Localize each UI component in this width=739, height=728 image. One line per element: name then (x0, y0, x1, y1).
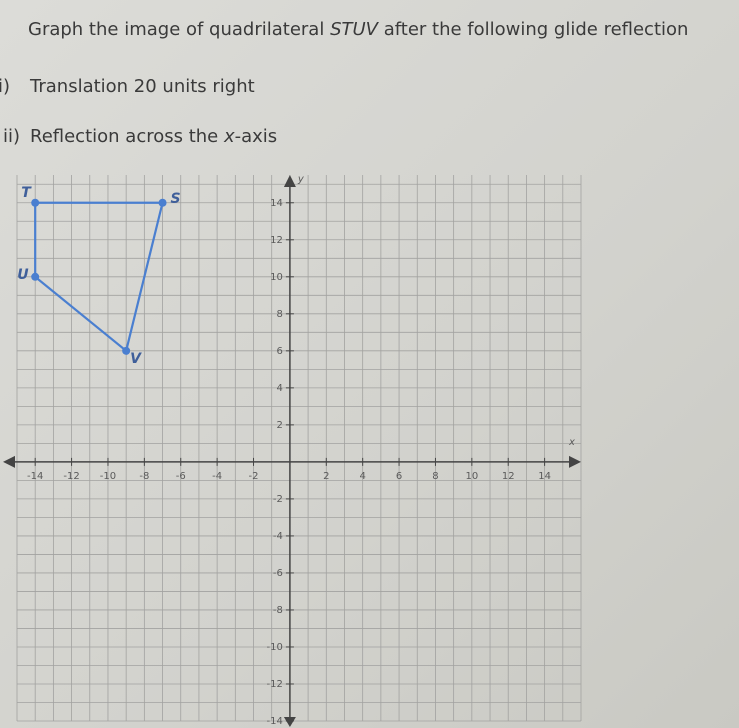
x-tick-label: -2 (249, 471, 259, 482)
x-tick-label: 6 (396, 471, 402, 482)
vertex-label: U (17, 267, 29, 283)
vertex (31, 272, 40, 281)
axis-arrow (283, 717, 296, 727)
y-axis-label: y (297, 174, 305, 185)
x-tick-label: 14 (538, 471, 551, 482)
y-tick-label: 8 (277, 309, 283, 320)
y-tick-label: 10 (270, 272, 283, 283)
vertex (31, 198, 40, 207)
y-tick-label: -6 (273, 568, 283, 579)
vertex-label: V (130, 351, 142, 367)
step-text-part: -axis (235, 126, 278, 147)
x-tick-label: 10 (465, 471, 478, 482)
y-tick-label: -2 (273, 494, 283, 505)
x-tick-label: -8 (139, 471, 149, 482)
y-tick-label: 4 (277, 383, 283, 394)
step-text-part: Reflection across the (30, 126, 224, 147)
step-text: Translation 20 units right (29, 76, 255, 97)
x-tick-label: 12 (502, 471, 515, 482)
vertex-label: S (171, 191, 181, 207)
y-tick-label: 6 (277, 346, 283, 357)
x-tick-label: 2 (323, 471, 329, 482)
vertex-label: T (21, 185, 32, 201)
axis-arrow (3, 455, 15, 468)
x-tick-label: -6 (176, 471, 186, 482)
y-tick-label: 2 (277, 420, 283, 431)
shape-name: STUV (330, 19, 380, 40)
y-tick-label: -8 (273, 605, 283, 616)
y-tick-label: -14 (267, 716, 283, 727)
question-text: after the following glide reflection (378, 19, 688, 40)
y-tick-label: -10 (267, 642, 283, 653)
y-tick-label: -4 (273, 531, 283, 542)
x-tick-label: 4 (359, 471, 365, 482)
x-tick-label: -12 (63, 471, 79, 482)
step-marker: i) (0, 76, 10, 97)
question: Graph the image of quadrilateral STUV af… (28, 19, 688, 40)
x-tick-label: -14 (27, 471, 43, 482)
x-tick-label: 8 (432, 471, 438, 482)
y-tick-label: 14 (270, 198, 283, 209)
x-axis-label: x (568, 437, 575, 448)
coordinate-grid: x y -14 -12 -10 -8 -6 -4 -2 2 4 6 8 10 12 14 14 12 10 8 6 4 2 -… (3, 174, 582, 727)
axis-arrow (569, 455, 581, 468)
axis-arrow (283, 175, 296, 187)
y-tick-label: 12 (270, 235, 283, 246)
step-marker: ii) (3, 126, 20, 147)
x-tick-label: -4 (212, 471, 222, 482)
axis-var: x (223, 126, 235, 147)
vertex (158, 198, 167, 207)
question-text: Graph the image of quadrilateral (28, 19, 330, 40)
y-tick-label: -12 (267, 679, 283, 690)
x-tick-label: -10 (100, 471, 116, 482)
vertex (122, 346, 131, 355)
step-text: Reflection across the x-axis (30, 126, 277, 147)
